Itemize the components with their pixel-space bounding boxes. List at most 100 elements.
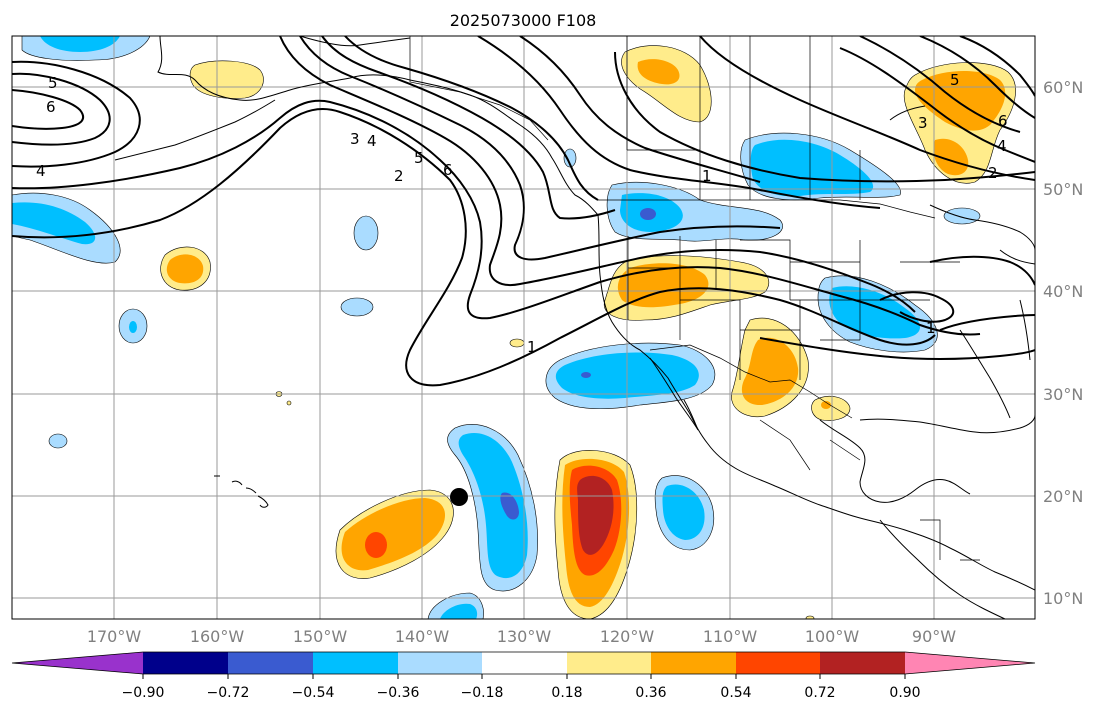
border-province [626, 36, 861, 200]
colorbar-ticks [142, 674, 906, 679]
lon-tick-label: 140°W [395, 627, 450, 646]
contour-label: 4 [367, 132, 377, 150]
coastline-baja [649, 357, 699, 431]
contour-label: 3 [350, 130, 360, 148]
contour-line [477, 36, 881, 209]
neg-anomaly-region [943, 207, 981, 225]
colorbar-segment [736, 652, 820, 674]
contour-label: 4 [997, 137, 1007, 155]
colorbar-tick-label: 0.54 [720, 685, 751, 701]
contour-line [299, 36, 781, 261]
neg-anomaly-region [458, 433, 528, 579]
border-state [627, 236, 960, 380]
coastline-alaska-north [299, 36, 411, 47]
pos-anomaly-region [166, 254, 204, 284]
contour-label: 6 [46, 98, 56, 116]
contour-line [699, 36, 1035, 181]
border-mexico-state [759, 419, 980, 561]
contour-line [12, 99, 981, 336]
neg-anomaly-region [750, 139, 874, 197]
colorbar-segment [567, 652, 651, 674]
contour-line [939, 314, 1035, 331]
contour-label: 5 [950, 71, 960, 89]
colorbar-tick-label: −0.36 [377, 685, 420, 701]
colorbar-segment [143, 652, 228, 674]
lon-tick-label: 160°W [190, 627, 245, 646]
map-frame [11, 35, 1036, 620]
border-us-canada [598, 199, 936, 219]
pos-anomaly-region [286, 400, 292, 406]
neg-anomaly-region [640, 208, 656, 220]
colorbar: −0.90 −0.72 −0.54 −0.36 −0.18 0.18 0.36 … [11, 651, 1036, 701]
neg-anomaly-region [563, 148, 577, 168]
pos-anomaly-region [189, 60, 264, 99]
lon-tick-label: 120°W [600, 627, 655, 646]
storm-center-marker [450, 488, 468, 506]
colorbar-segment [482, 652, 567, 674]
pos-anomaly-region [637, 59, 680, 85]
colorbar-tick-label: 0.90 [889, 685, 920, 701]
contour-line [279, 36, 916, 313]
lon-tick-label: 110°W [703, 627, 758, 646]
neg-anomaly-region [353, 215, 379, 251]
pos-anomaly-region [933, 138, 969, 176]
contour-line [12, 72, 111, 146]
contour-label: 6 [443, 161, 453, 179]
lat-tick-label: 20°N [1043, 487, 1083, 506]
colorbar-segment [651, 652, 736, 674]
pos-anomaly-region [821, 401, 831, 409]
colorbar-tick-label: −0.72 [207, 685, 250, 701]
contour-label: 1 [527, 338, 537, 356]
contour-line [12, 60, 141, 168]
contour-line [859, 36, 1021, 133]
pos-anomaly-region [365, 532, 387, 558]
lat-tick-label: 60°N [1043, 78, 1083, 97]
coastline-alaska [157, 36, 599, 216]
colorbar-tick-label: −0.90 [122, 685, 165, 701]
lat-tick-label: 40°N [1043, 282, 1083, 301]
neg-anomaly-region [48, 433, 68, 449]
lon-tick-label: 150°W [293, 627, 348, 646]
lon-tick-label: 90°W [912, 627, 956, 646]
coastline-hawaii [214, 475, 269, 508]
contour-label: 1 [702, 167, 712, 185]
colorbar-tick-label: 0.72 [804, 685, 835, 701]
coastline-aleutians [114, 99, 276, 161]
coastline-gulf [819, 414, 1035, 503]
contour-label: 6 [998, 112, 1008, 130]
height-contours [12, 36, 1035, 387]
contour-line [929, 255, 1035, 286]
contour-label: 5 [414, 149, 424, 167]
colorbar-tick-label: −0.54 [292, 685, 335, 701]
coastline-southeast [959, 299, 1031, 419]
colorbar-tick-label: 0.18 [551, 685, 582, 701]
contour-label: 4 [36, 162, 46, 180]
neg-anomaly-region [12, 202, 96, 245]
coastline-hudson [889, 105, 1035, 265]
map-title: 2025073000 F108 [450, 11, 597, 30]
neg-anomaly-region [129, 321, 137, 333]
neg-anomaly-region [500, 492, 519, 520]
neg-anomaly-region [440, 603, 478, 619]
lon-tick-label: 130°W [497, 627, 552, 646]
colorbar-segment [313, 652, 398, 674]
coastline-central-america [879, 519, 1006, 619]
contour-label: 2 [394, 167, 404, 185]
map-area: 5 6 4 3 4 5 6 2 1 1 5 3 6 4 2 1 [12, 36, 1035, 619]
contour-line [879, 291, 955, 323]
lon-tick-label: 170°W [87, 627, 142, 646]
pos-anomaly-region [617, 263, 709, 308]
neg-anomaly-region [581, 372, 591, 378]
contour-labels: 5 6 4 3 4 5 6 2 1 1 5 3 6 4 2 1 [36, 71, 1008, 356]
pos-anomaly-region [741, 337, 799, 406]
longitude-axis: 170°W 160°W 150°W 140°W 130°W 120°W 110°… [87, 627, 956, 646]
contour-line [839, 47, 1035, 163]
coastlines [114, 36, 1035, 619]
contour-line [614, 51, 1035, 183]
contour-label: 3 [918, 114, 928, 132]
colorbar-segment [12, 652, 143, 674]
contour-line [12, 89, 85, 130]
pos-anomaly-region [811, 396, 851, 421]
